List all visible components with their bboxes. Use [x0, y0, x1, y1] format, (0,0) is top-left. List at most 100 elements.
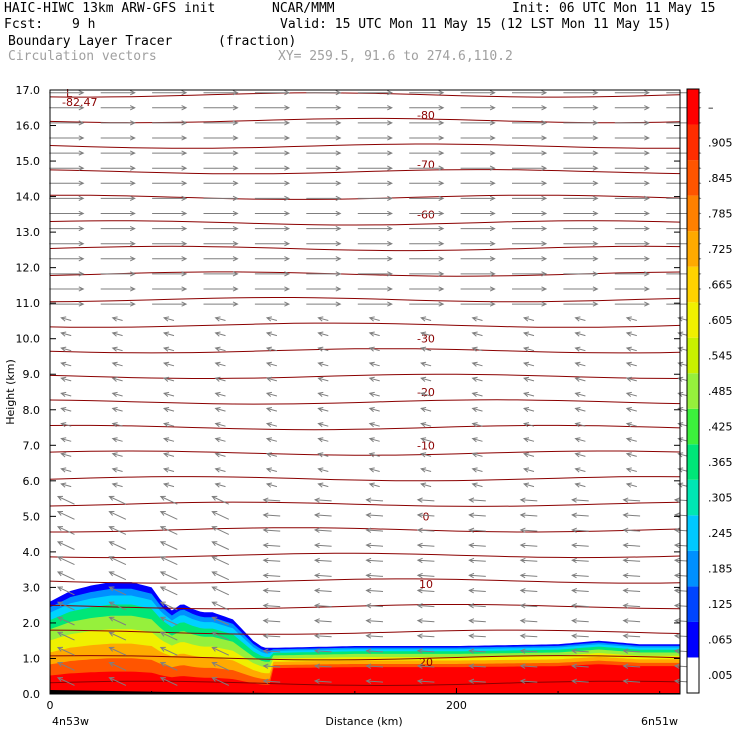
- circulation-vector: [100, 241, 136, 247]
- contour-label: -70: [417, 159, 435, 172]
- colorbar-swatch: [687, 124, 699, 161]
- circulation-vector: [409, 301, 445, 307]
- circulation-vector: [108, 616, 127, 626]
- circulation-vector: [622, 557, 641, 564]
- circulation-vector: [471, 437, 483, 443]
- circulation-vector: [519, 512, 538, 518]
- circulation-vector: [56, 662, 75, 671]
- circulation-vector: [49, 301, 85, 307]
- y-tick-label: 3.0: [23, 581, 41, 594]
- colorbar-swatch: [687, 89, 699, 125]
- circulation-vector: [519, 572, 538, 579]
- circulation-vector: [519, 497, 538, 503]
- circulation-vector: [56, 616, 75, 626]
- circulation-vector: [313, 603, 332, 609]
- circulation-vector: [420, 376, 432, 382]
- circulation-vector: [563, 135, 599, 141]
- circulation-vector: [159, 631, 178, 641]
- circulation-vector: [203, 210, 239, 217]
- circulation-vector: [152, 256, 188, 262]
- circulation-vector: [512, 301, 548, 307]
- circulation-vector: [625, 407, 637, 413]
- circulation-vector: [471, 316, 483, 322]
- circulation-vector: [409, 135, 445, 141]
- circulation-vector: [262, 603, 281, 609]
- circulation-vector: [416, 557, 435, 564]
- circulation-vector: [409, 120, 445, 126]
- circulation-vector: [512, 210, 548, 217]
- colorbar-label: .725: [708, 243, 733, 256]
- y-tick-label: 0.0: [23, 688, 41, 701]
- circulation-vector: [574, 452, 586, 458]
- circulation-vector: [471, 482, 483, 488]
- contour-label: 0: [422, 510, 429, 523]
- circulation-vector: [416, 648, 435, 654]
- circulation-vector: [368, 407, 380, 413]
- circulation-vector: [56, 556, 75, 566]
- circulation-vector: [512, 286, 548, 292]
- circulation-vector: [265, 467, 278, 473]
- circulation-vector: [357, 301, 393, 307]
- circulation-vector: [306, 225, 342, 232]
- contour-line: [49, 578, 681, 584]
- circulation-vector: [317, 422, 329, 428]
- circulation-vector: [254, 105, 291, 111]
- circulation-vector: [357, 90, 393, 96]
- circulation-vector: [265, 452, 278, 458]
- circulation-vector: [152, 180, 188, 186]
- circulation-vector: [420, 316, 432, 322]
- circulation-vector: [420, 467, 432, 473]
- circulation-vector: [306, 135, 342, 141]
- y-tick-label: 12.0: [16, 262, 41, 275]
- circulation-vector: [357, 271, 393, 277]
- circulation-vector: [571, 527, 589, 533]
- circulation-vector: [152, 105, 188, 111]
- circulation-vector: [614, 225, 650, 232]
- circulation-vector: [100, 286, 136, 292]
- circulation-vector: [625, 467, 637, 473]
- circulation-vector: [409, 256, 445, 262]
- circulation-vector: [214, 452, 226, 458]
- circulation-vector: [152, 241, 188, 247]
- circulation-vector: [519, 633, 538, 639]
- circulation-vector: [357, 210, 393, 217]
- circulation-vector: [409, 180, 445, 186]
- circulation-vector: [563, 271, 599, 277]
- circulation-vector: [460, 225, 496, 232]
- circulation-vector: [563, 256, 599, 262]
- circulation-vector: [622, 618, 641, 624]
- circulation-vector: [471, 467, 483, 473]
- circulation-vector: [574, 437, 586, 443]
- circulation-vector: [460, 150, 496, 156]
- circulation-vector: [203, 256, 239, 262]
- circulation-vector: [365, 603, 384, 609]
- circulation-vector: [512, 180, 548, 186]
- contour-line: [49, 629, 681, 635]
- circulation-vector: [211, 662, 230, 671]
- circulation-vector: [471, 376, 483, 382]
- circulation-vector: [563, 165, 599, 171]
- circulation-vector: [211, 586, 230, 596]
- circulation-vector: [306, 241, 342, 247]
- circulation-vector: [519, 588, 538, 594]
- circulation-vector: [563, 120, 599, 126]
- colorbar-label: .065: [708, 634, 733, 647]
- circulation-vector: [100, 135, 136, 141]
- circulation-vector: [211, 541, 230, 550]
- circulation-vector: [420, 482, 432, 488]
- circulation-vector: [254, 241, 291, 247]
- contour-line: [49, 655, 681, 661]
- circulation-vector: [409, 105, 445, 111]
- circulation-vector: [523, 391, 535, 397]
- circulation-vector: [265, 482, 278, 488]
- circulation-vector: [574, 467, 586, 473]
- circulation-vector: [409, 90, 445, 96]
- colorbar-label: .545: [708, 349, 733, 362]
- tracer-fill-layer: [50, 582, 680, 694]
- circulation-vector: [162, 467, 175, 473]
- x-tick-label: 0: [47, 699, 54, 712]
- circulation-vector: [409, 225, 445, 232]
- contour-line: [49, 373, 681, 379]
- circulation-vector: [152, 301, 188, 307]
